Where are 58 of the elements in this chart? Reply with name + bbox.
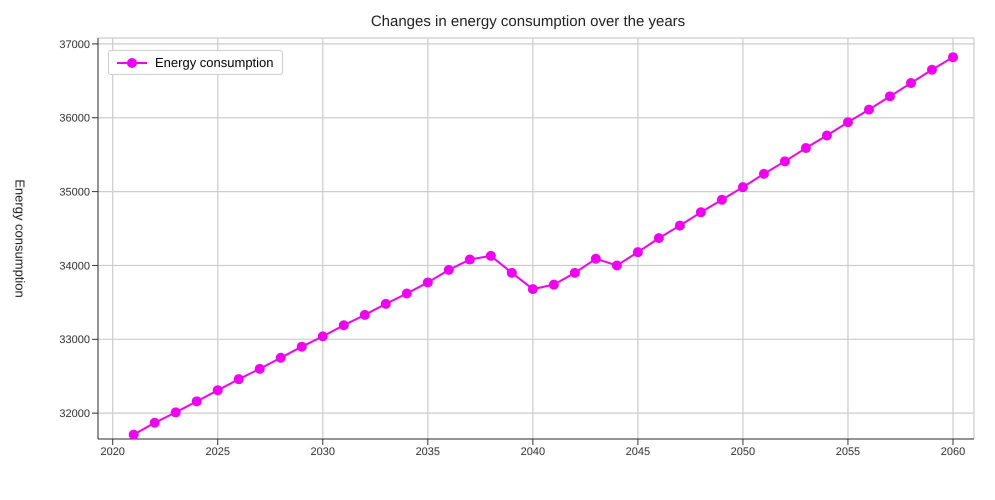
point [842,117,853,128]
point [654,233,664,244]
point [170,407,181,418]
point [444,264,454,275]
point [486,250,496,261]
point [758,168,769,179]
point [738,182,748,192]
point [254,364,265,374]
point [674,220,685,231]
point [296,342,307,352]
y-tick-label: 36000 [59,112,90,125]
point [632,247,643,258]
point [926,64,937,75]
point [128,430,139,439]
point [696,207,706,218]
x-tick-label: 2060 [940,446,966,458]
point [906,78,916,88]
point [612,260,622,270]
point [402,288,412,299]
point [150,418,160,428]
point [800,143,811,154]
point [948,52,958,62]
point [338,320,349,330]
x-tick-label: 2035 [416,446,440,458]
point [884,91,895,102]
point [822,130,832,140]
x-tick-label: 2045 [626,446,650,458]
y-tick-label: 37000 [59,38,90,51]
y-tick-label: 33000 [59,334,90,346]
point [212,385,223,396]
y-tick-label: 35000 [59,186,90,199]
x-tick-label: 2050 [730,446,756,458]
x-tick-label: 2025 [206,446,230,458]
point [716,194,727,205]
point [864,104,874,115]
point [360,310,370,320]
x-tick-label: 2030 [310,446,336,458]
point [318,331,328,342]
x-tick-label: 2040 [520,446,546,458]
point [780,156,790,166]
legend-label: Energy consumption [155,55,274,70]
point [570,268,580,278]
point [234,374,244,384]
chart-title: Changes in energy consumption over the years [370,13,686,30]
point [590,254,601,264]
point [192,396,202,406]
point [506,268,517,278]
y-tick-label: 34000 [59,260,90,272]
y-tick-label: 32000 [59,408,90,420]
point [276,352,286,363]
point [422,277,433,288]
y-axis-title: Energy consumption [12,179,28,298]
point [528,284,538,294]
point [380,298,391,309]
x-tick-label: 2020 [100,446,125,458]
point [548,280,559,290]
x-tick-label: 2055 [836,446,860,458]
point [464,254,475,265]
